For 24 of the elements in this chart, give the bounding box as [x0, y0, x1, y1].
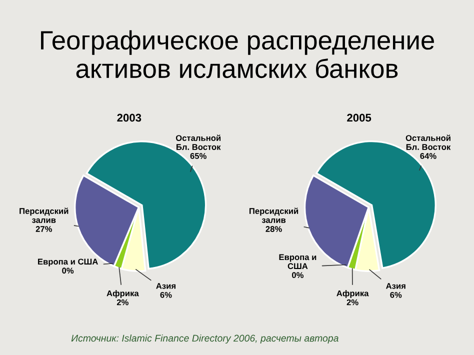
- data-label: 27%: [36, 226, 52, 232]
- data-label: 6%: [390, 292, 402, 298]
- text: 0%: [62, 268, 74, 274]
- text: 0%: [292, 272, 304, 278]
- chart-title: 2005: [347, 114, 372, 122]
- slice-label: Африка: [336, 290, 369, 298]
- data-label: 65%: [190, 153, 206, 159]
- slice-label: Остальной Бл. Восток: [406, 134, 451, 150]
- legend-label: Европа и США: [38, 258, 98, 266]
- slice-label: Африка: [106, 290, 139, 298]
- data-label: 2%: [116, 299, 128, 306]
- data-label: 2%: [346, 299, 358, 306]
- data-label: 64%: [420, 153, 436, 159]
- slice-label: Азия: [386, 283, 406, 289]
- text: Источник: Islamic Finance Directory 2006, расчеты автора: [71, 334, 338, 344]
- text: Географическое распределение активов исламских банков: [41, 30, 434, 78]
- data-label: 6%: [160, 292, 172, 298]
- slice-label: Персидский залив: [249, 208, 298, 223]
- slice-label: Азия: [156, 283, 176, 289]
- slice-label: Персидский залив: [20, 208, 68, 223]
- slice-label: Остальной Бл. Восток: [176, 134, 221, 150]
- data-label: 28%: [266, 226, 282, 232]
- legend-label: Европа и США: [279, 254, 316, 270]
- chart-title: 2003: [117, 114, 142, 122]
